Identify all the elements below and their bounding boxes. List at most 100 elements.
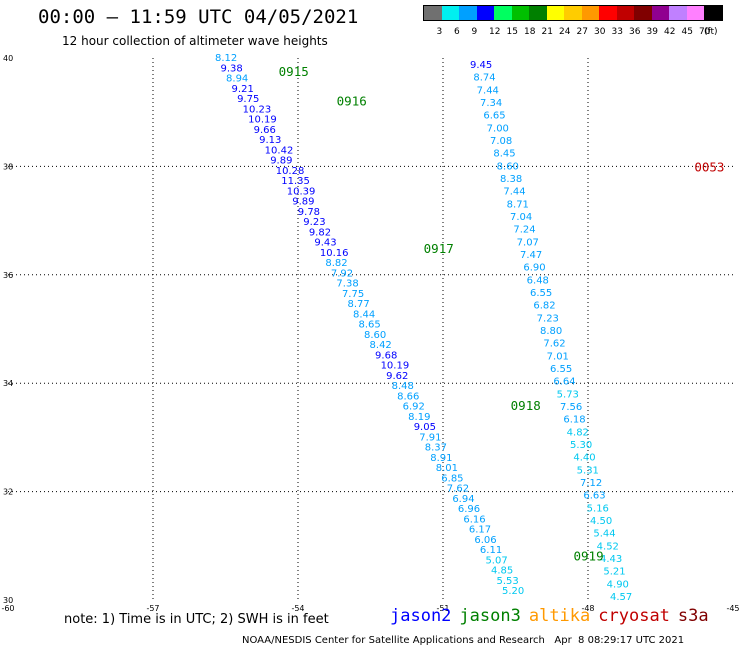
lon-tick-label: -60: [1, 604, 14, 613]
wave-height-value: 9.45: [470, 60, 492, 71]
color-swatch: [424, 6, 442, 20]
wave-height-value: 6.06: [474, 535, 496, 546]
wave-height-value: 9.89: [270, 156, 292, 167]
page-title: 00:00 – 11:59 UTC 04/05/2021: [38, 6, 359, 28]
wave-height-value: 7.34: [480, 98, 502, 109]
wave-height-value: 9.68: [375, 350, 397, 361]
wave-height-value: 8.38: [500, 174, 522, 185]
color-scale-label: 21: [541, 27, 553, 37]
wave-height-value: 5.16: [587, 503, 609, 514]
wave-height-value: 7.08: [490, 136, 512, 147]
legend-jason2: jason2: [390, 606, 452, 626]
wave-height-value: 7.75: [342, 289, 364, 300]
wave-height-value: 9.05: [414, 422, 436, 433]
wave-height-value: 7.56: [560, 402, 582, 413]
wave-height-value: 9.62: [386, 371, 408, 382]
wave-height-value: 10.28: [276, 166, 305, 177]
wave-height-value: 8.44: [353, 309, 375, 320]
wave-height-value: 7.62: [543, 339, 565, 350]
wave-height-value: 8.42: [370, 340, 392, 351]
color-scale-label: 18: [524, 27, 536, 37]
lat-tick-label: 34: [3, 379, 13, 388]
wave-height-value: 6.64: [553, 377, 575, 388]
color-scale-label: 27: [576, 27, 588, 37]
wave-height-value: 4.43: [600, 554, 622, 565]
wave-height-value: 6.63: [583, 491, 605, 502]
wave-height-value: 8.71: [507, 199, 529, 210]
wave-height-value: 6.85: [441, 473, 463, 484]
wave-height-value: 7.01: [547, 351, 569, 362]
wave-height-value: 8.91: [430, 453, 452, 464]
wave-height-value: 8.01: [436, 463, 458, 474]
wave-height-value: 4.57: [610, 592, 632, 603]
wave-height-value: 6.11: [480, 545, 502, 556]
color-swatch: [529, 6, 547, 20]
wave-height-value: 6.65: [483, 111, 505, 122]
wave-height-value: 8.45: [493, 149, 515, 160]
lat-tick-label: 30: [3, 596, 13, 605]
color-swatch: [441, 6, 459, 20]
wave-height-value: 4.85: [491, 566, 513, 577]
color-scale-label: 33: [611, 27, 623, 37]
lat-tick-label: 36: [3, 271, 13, 280]
wave-height-value: 6.55: [550, 364, 572, 375]
wave-height-value: 6.17: [469, 525, 491, 536]
lon-tick-label: -54: [291, 604, 304, 613]
wave-height-value: 7.92: [331, 268, 353, 279]
color-scale-label: 12: [489, 27, 501, 37]
color-swatch: [511, 6, 529, 20]
wave-height-value: 4.82: [567, 427, 589, 438]
legend-jason3: jason3: [459, 606, 521, 626]
pass-time-label: 0918: [511, 398, 541, 413]
wave-height-value: 4.40: [573, 453, 595, 464]
wave-height-value: 5.21: [603, 567, 625, 578]
wave-height-value: 9.21: [232, 84, 254, 95]
lon-tick-label: -51: [436, 604, 449, 613]
satellite-legend: jason2 jason3 altika cryosat s3a: [390, 606, 717, 626]
color-scale-label: 70: [699, 27, 711, 37]
wave-height-value: 10.19: [248, 115, 277, 126]
wave-height-value: 7.91: [419, 432, 441, 443]
wave-height-value: 7.47: [520, 250, 542, 261]
wave-height-value: 8.37: [425, 443, 447, 454]
legend-cryosat: cryosat: [598, 606, 670, 626]
wave-height-value: 7.62: [447, 484, 469, 495]
wave-height-value: 8.80: [540, 326, 562, 337]
lat-tick-label: 40: [3, 54, 13, 63]
footer-credit: NOAA/NESDIS Center for Satellite Applica…: [242, 635, 685, 646]
wave-height-value: 6.94: [452, 494, 474, 505]
wave-height-value: 6.16: [463, 514, 485, 525]
lon-tick-label: -45: [726, 604, 739, 613]
wave-height-value: 10.23: [243, 104, 272, 115]
legend-altika: altika: [528, 606, 591, 626]
wave-height-value: 6.18: [563, 415, 585, 426]
color-scale-unit: (ft): [704, 27, 718, 37]
note-text: note: 1) Time is in UTC; 2) SWH is in fe…: [64, 612, 329, 627]
color-swatch: [686, 6, 704, 20]
pass-time-label: 0916: [337, 93, 367, 108]
wave-height-value: 9.89: [292, 197, 314, 208]
wave-height-value: 4.50: [590, 516, 612, 527]
wave-height-value: 7.44: [477, 85, 499, 96]
wave-height-value: 10.42: [265, 145, 294, 156]
wave-height-value: 10.39: [287, 186, 316, 197]
color-swatch: [651, 6, 669, 20]
page-subtitle: 12 hour collection of altimeter wave hei…: [62, 34, 328, 48]
color-scale-label: 24: [559, 27, 571, 37]
wave-height-value: 9.66: [254, 125, 276, 136]
color-swatch: [546, 6, 564, 20]
wave-height-value: 5.30: [570, 440, 592, 451]
color-swatch: [476, 6, 494, 20]
wave-height-value: 8.82: [325, 258, 347, 269]
color-scale-label: 45: [681, 27, 693, 37]
wave-height-value: 9.13: [259, 135, 281, 146]
wave-height-value: 4.90: [607, 579, 629, 590]
wave-height-value: 7.23: [537, 313, 559, 324]
wave-height-value: 7.12: [580, 478, 602, 489]
color-scale-label: 15: [506, 27, 518, 37]
pass-time-label: 0917: [424, 241, 454, 256]
wave-height-value: 11.35: [281, 176, 310, 187]
color-scale-label: 42: [664, 27, 676, 37]
wave-height-value: 7.44: [503, 187, 525, 198]
wave-height-value: 5.20: [502, 586, 524, 597]
